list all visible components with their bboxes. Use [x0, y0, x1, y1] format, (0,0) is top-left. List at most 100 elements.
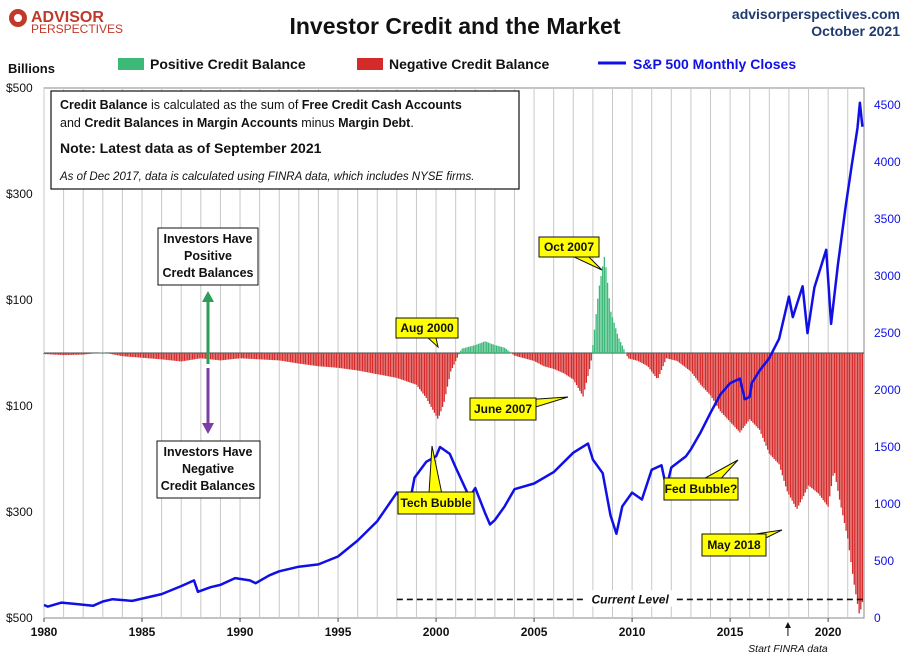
credit-balance-bar	[414, 353, 416, 385]
right-tick-label: 500	[874, 554, 894, 568]
credit-balance-bar	[799, 353, 802, 503]
credit-balance-bar	[89, 353, 91, 354]
credit-balance-bar	[551, 353, 553, 369]
credit-balance-bar	[554, 353, 556, 370]
credit-balance-bar	[809, 353, 811, 487]
credit-balance-bar	[595, 314, 597, 353]
positive-note-line-3: Credt Balances	[162, 266, 253, 280]
credit-balance-bar	[329, 353, 331, 368]
credit-balance-bar	[804, 353, 806, 493]
credit-balance-bar	[856, 353, 859, 604]
credit-balance-bar	[288, 353, 290, 363]
credit-balance-bar	[103, 352, 106, 354]
credit-balance-bar	[572, 353, 574, 380]
credit-balance-bar	[105, 353, 107, 354]
credit-balance-bar	[450, 353, 452, 372]
credit-balance-bar	[316, 353, 318, 367]
negative-note-line-3: Credit Balances	[161, 479, 256, 493]
credit-balance-bar	[672, 353, 674, 360]
callout-label: Tech Bubble	[400, 496, 471, 510]
credit-balance-bar	[708, 353, 710, 394]
credit-balance-bar	[404, 353, 406, 381]
credit-balance-bar	[471, 345, 473, 353]
credit-balance-bar	[539, 353, 542, 365]
credit-balance-bar	[784, 353, 787, 487]
credit-balance-bar	[294, 353, 297, 364]
right-tick-label: 2500	[874, 326, 901, 340]
credit-balance-bar	[44, 353, 47, 355]
credit-balance-bar	[123, 353, 125, 357]
credit-balance-bar	[92, 353, 94, 354]
credit-balance-bar	[273, 353, 275, 361]
credit-balance-bar	[190, 353, 192, 360]
credit-balance-bar	[770, 353, 772, 456]
credit-balance-bar	[753, 353, 756, 425]
credit-balance-bar	[438, 353, 440, 416]
logo-line2: PERSPECTIVES	[31, 22, 123, 36]
credit-balance-bar	[758, 353, 761, 430]
credit-balance-bar	[624, 352, 627, 354]
credit-balance-bar	[458, 353, 460, 355]
credit-balance-bar	[196, 353, 199, 359]
credit-balance-bar	[472, 345, 475, 353]
legend-label-sp500: S&P 500 Monthly Closes	[633, 56, 796, 72]
credit-balance-bar	[270, 353, 272, 360]
credit-balance-bar	[192, 353, 194, 360]
credit-balance-bar	[214, 353, 217, 360]
credit-balance-bar	[606, 282, 609, 353]
credit-balance-bar	[285, 353, 287, 362]
credit-balance-bar	[691, 353, 694, 374]
credit-balance-bar	[53, 353, 55, 355]
credit-balance-bar	[757, 353, 759, 429]
credit-balance-bar	[788, 353, 790, 495]
credit-balance-bar	[531, 353, 534, 361]
credit-balance-bar	[819, 353, 821, 496]
credit-balance-bar	[816, 353, 818, 493]
info-line-3: Note: Latest data as of September 2021	[60, 140, 322, 156]
credit-balance-bar	[175, 353, 177, 361]
credit-balance-bar	[768, 353, 770, 454]
credit-balance-bar	[218, 353, 220, 361]
credit-balance-bar	[775, 353, 777, 461]
credit-balance-bar	[291, 353, 293, 363]
credit-balance-bar	[579, 353, 581, 391]
credit-balance-bar	[245, 353, 248, 359]
credit-balance-bar	[128, 353, 130, 357]
x-tick-label: 2005	[521, 625, 548, 639]
credit-balance-bar	[286, 353, 289, 362]
credit-balance-bar	[200, 353, 202, 359]
credit-balance-bar	[446, 353, 449, 387]
callout: June 2007	[469, 396, 569, 421]
credit-balance-bar	[567, 353, 570, 377]
credit-balance-bar	[734, 353, 736, 428]
right-tick-label: 1000	[874, 497, 901, 511]
credit-balance-bar	[275, 353, 277, 361]
credit-balance-bar	[487, 342, 489, 353]
credit-balance-bar	[598, 285, 601, 353]
credit-balance-bar	[451, 353, 454, 369]
credit-balance-bar	[548, 353, 550, 368]
credit-balance-bar	[381, 353, 383, 376]
credit-balance-bar	[747, 353, 749, 422]
credit-balance-bar	[526, 353, 529, 360]
credit-balance-bar	[303, 353, 305, 365]
credit-balance-bar	[118, 353, 120, 356]
credit-balance-bar	[780, 353, 782, 470]
credit-balance-bar	[159, 353, 161, 360]
credit-balance-bar	[729, 353, 731, 422]
right-tick-label: 2000	[874, 383, 901, 397]
credit-balance-bar	[445, 353, 447, 395]
credit-balance-bar	[301, 353, 303, 365]
credit-balance-bar	[321, 353, 323, 367]
credit-balance-bar	[461, 348, 463, 353]
credit-balance-bar	[469, 346, 472, 353]
credit-balance-bar	[662, 353, 664, 367]
advisor-perspectives-logo: ADVISOR PERSPECTIVES	[9, 9, 123, 36]
credit-balance-bar	[420, 353, 423, 392]
credit-balance-bar	[167, 353, 169, 361]
credit-balance-bar	[830, 353, 833, 487]
credit-balance-bar	[773, 353, 775, 459]
credit-balance-bar	[553, 353, 555, 369]
credit-balance-bar	[654, 353, 656, 376]
credit-balance-bar	[812, 353, 815, 490]
